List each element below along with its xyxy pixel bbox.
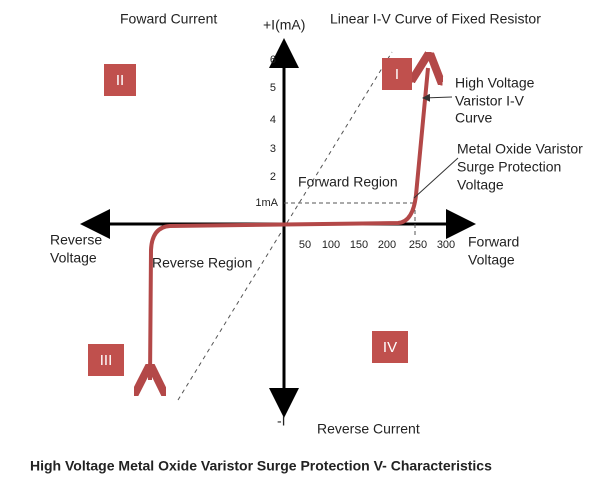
label: Reverse Region [152, 255, 252, 271]
quadrant-box [88, 344, 124, 376]
label: Varistor I-V [455, 93, 525, 109]
quadrant-box [382, 58, 412, 90]
quadrant-label: II [116, 72, 124, 89]
y-tick-label: 5 [270, 82, 276, 94]
axis-label: +I(mA) [263, 17, 305, 33]
label: High Voltage [455, 75, 535, 91]
label: Metal Oxide Varistor [457, 141, 583, 157]
pointer [413, 157, 459, 199]
label: Curve [455, 110, 493, 126]
label: Surge Protection [457, 159, 561, 175]
label: Linear I-V Curve of Fixed Resistor [330, 11, 541, 27]
x-tick-label: 50 [299, 239, 311, 251]
y-tick-label: 2 [270, 171, 276, 183]
label: Foward Current [120, 11, 217, 27]
label: Reverse [50, 232, 102, 248]
x-tick-label: 250 [409, 239, 427, 251]
y-tick-label: 4 [270, 114, 276, 126]
x-tick-label: 100 [322, 239, 340, 251]
label: Voltage [468, 252, 515, 268]
x-tick-label: 150 [350, 239, 368, 251]
y-tick-label: 1mA [255, 197, 278, 209]
y-tick-label: 3 [270, 143, 276, 155]
x-tick-label: 300 [437, 239, 455, 251]
quadrant-box [372, 331, 408, 363]
quadrant-label: IV [383, 339, 397, 356]
varistor-curve [150, 68, 428, 380]
label: Voltage [457, 177, 504, 193]
label: Reverse Current [317, 421, 420, 437]
label: Forward Region [298, 174, 398, 190]
label: Forward [468, 234, 519, 250]
axis-label: -I [277, 413, 286, 429]
y-tick-label: 6 [270, 54, 276, 66]
label: Voltage [50, 250, 97, 266]
quadrant-box [104, 64, 136, 96]
pointer [422, 93, 453, 102]
x-tick-label: 200 [378, 239, 396, 251]
quadrant-label: III [100, 352, 113, 369]
caption: High Voltage Metal Oxide Varistor Surge … [30, 458, 492, 474]
quadrant-label: I [395, 66, 399, 83]
